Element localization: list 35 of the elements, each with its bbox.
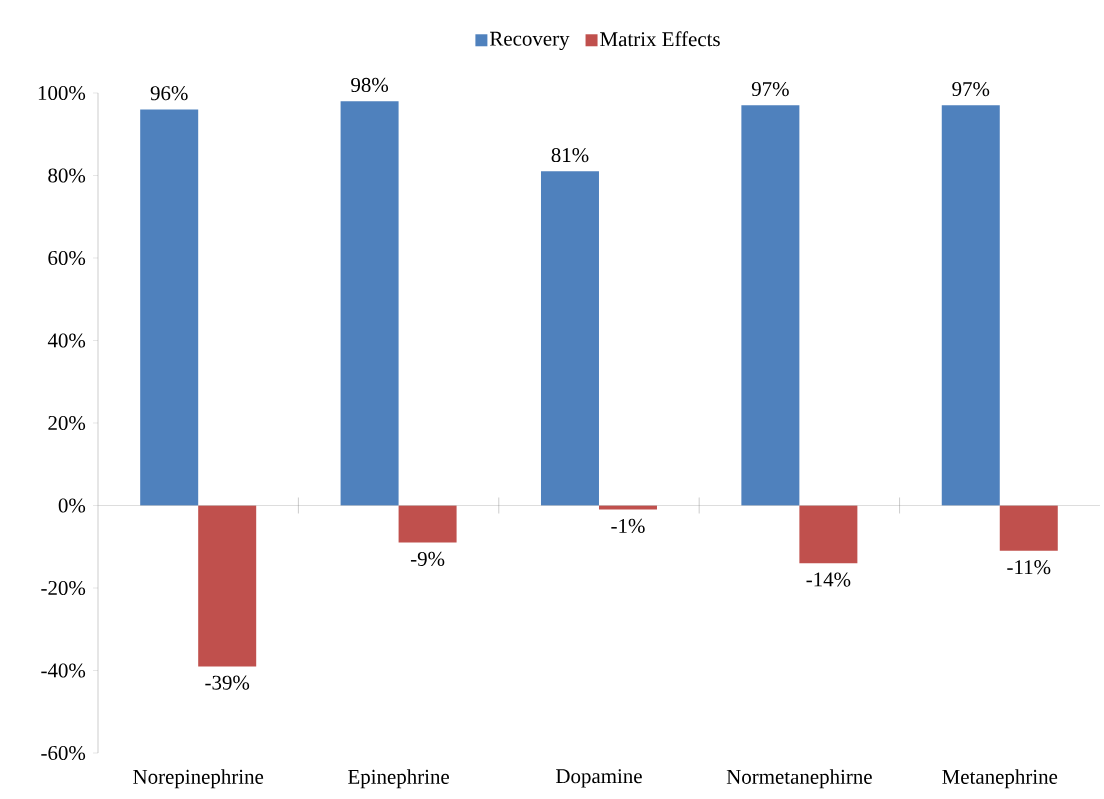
data-label: 98% (351, 77, 389, 93)
legend-label: Recovery (490, 31, 570, 51)
bar (999, 505, 1058, 551)
bar (799, 505, 858, 564)
data-label: -11% (1007, 560, 1051, 575)
data-label: -1% (611, 518, 645, 534)
legend-label: Matrix Effects (600, 31, 720, 47)
bar (540, 171, 599, 506)
bar (340, 101, 399, 506)
data-label: 97% (952, 81, 990, 97)
data-label: -9% (410, 551, 445, 567)
y-tick-label: 60% (48, 250, 86, 266)
x-tick-label: Normetanephirne (726, 769, 872, 789)
x-tick-label: Metanephrine (942, 769, 1058, 789)
bar (741, 105, 800, 506)
data-label: -14% (806, 572, 851, 587)
data-label: 97% (751, 81, 789, 97)
x-tick-label: Norepinephrine (133, 769, 264, 789)
bar (398, 505, 457, 543)
y-tick-label: -20% (41, 580, 86, 596)
y-tick-label: -60% (41, 745, 86, 761)
data-label: 81% (551, 147, 589, 163)
bar (198, 505, 257, 667)
y-tick-label: 0% (58, 498, 86, 513)
y-tick-label: 20% (48, 415, 86, 431)
x-tick-label: Epinephrine (348, 769, 449, 789)
bar (140, 109, 199, 506)
data-label: 96% (150, 86, 188, 101)
x-tick-label: Dopamine (556, 769, 642, 788)
y-tick-label: -40% (41, 663, 86, 678)
bar (941, 105, 1000, 506)
y-tick-label: 100% (38, 85, 86, 101)
data-label: -39% (205, 675, 250, 690)
y-tick-label: 80% (48, 168, 86, 183)
y-tick-label: 40% (47, 333, 86, 348)
